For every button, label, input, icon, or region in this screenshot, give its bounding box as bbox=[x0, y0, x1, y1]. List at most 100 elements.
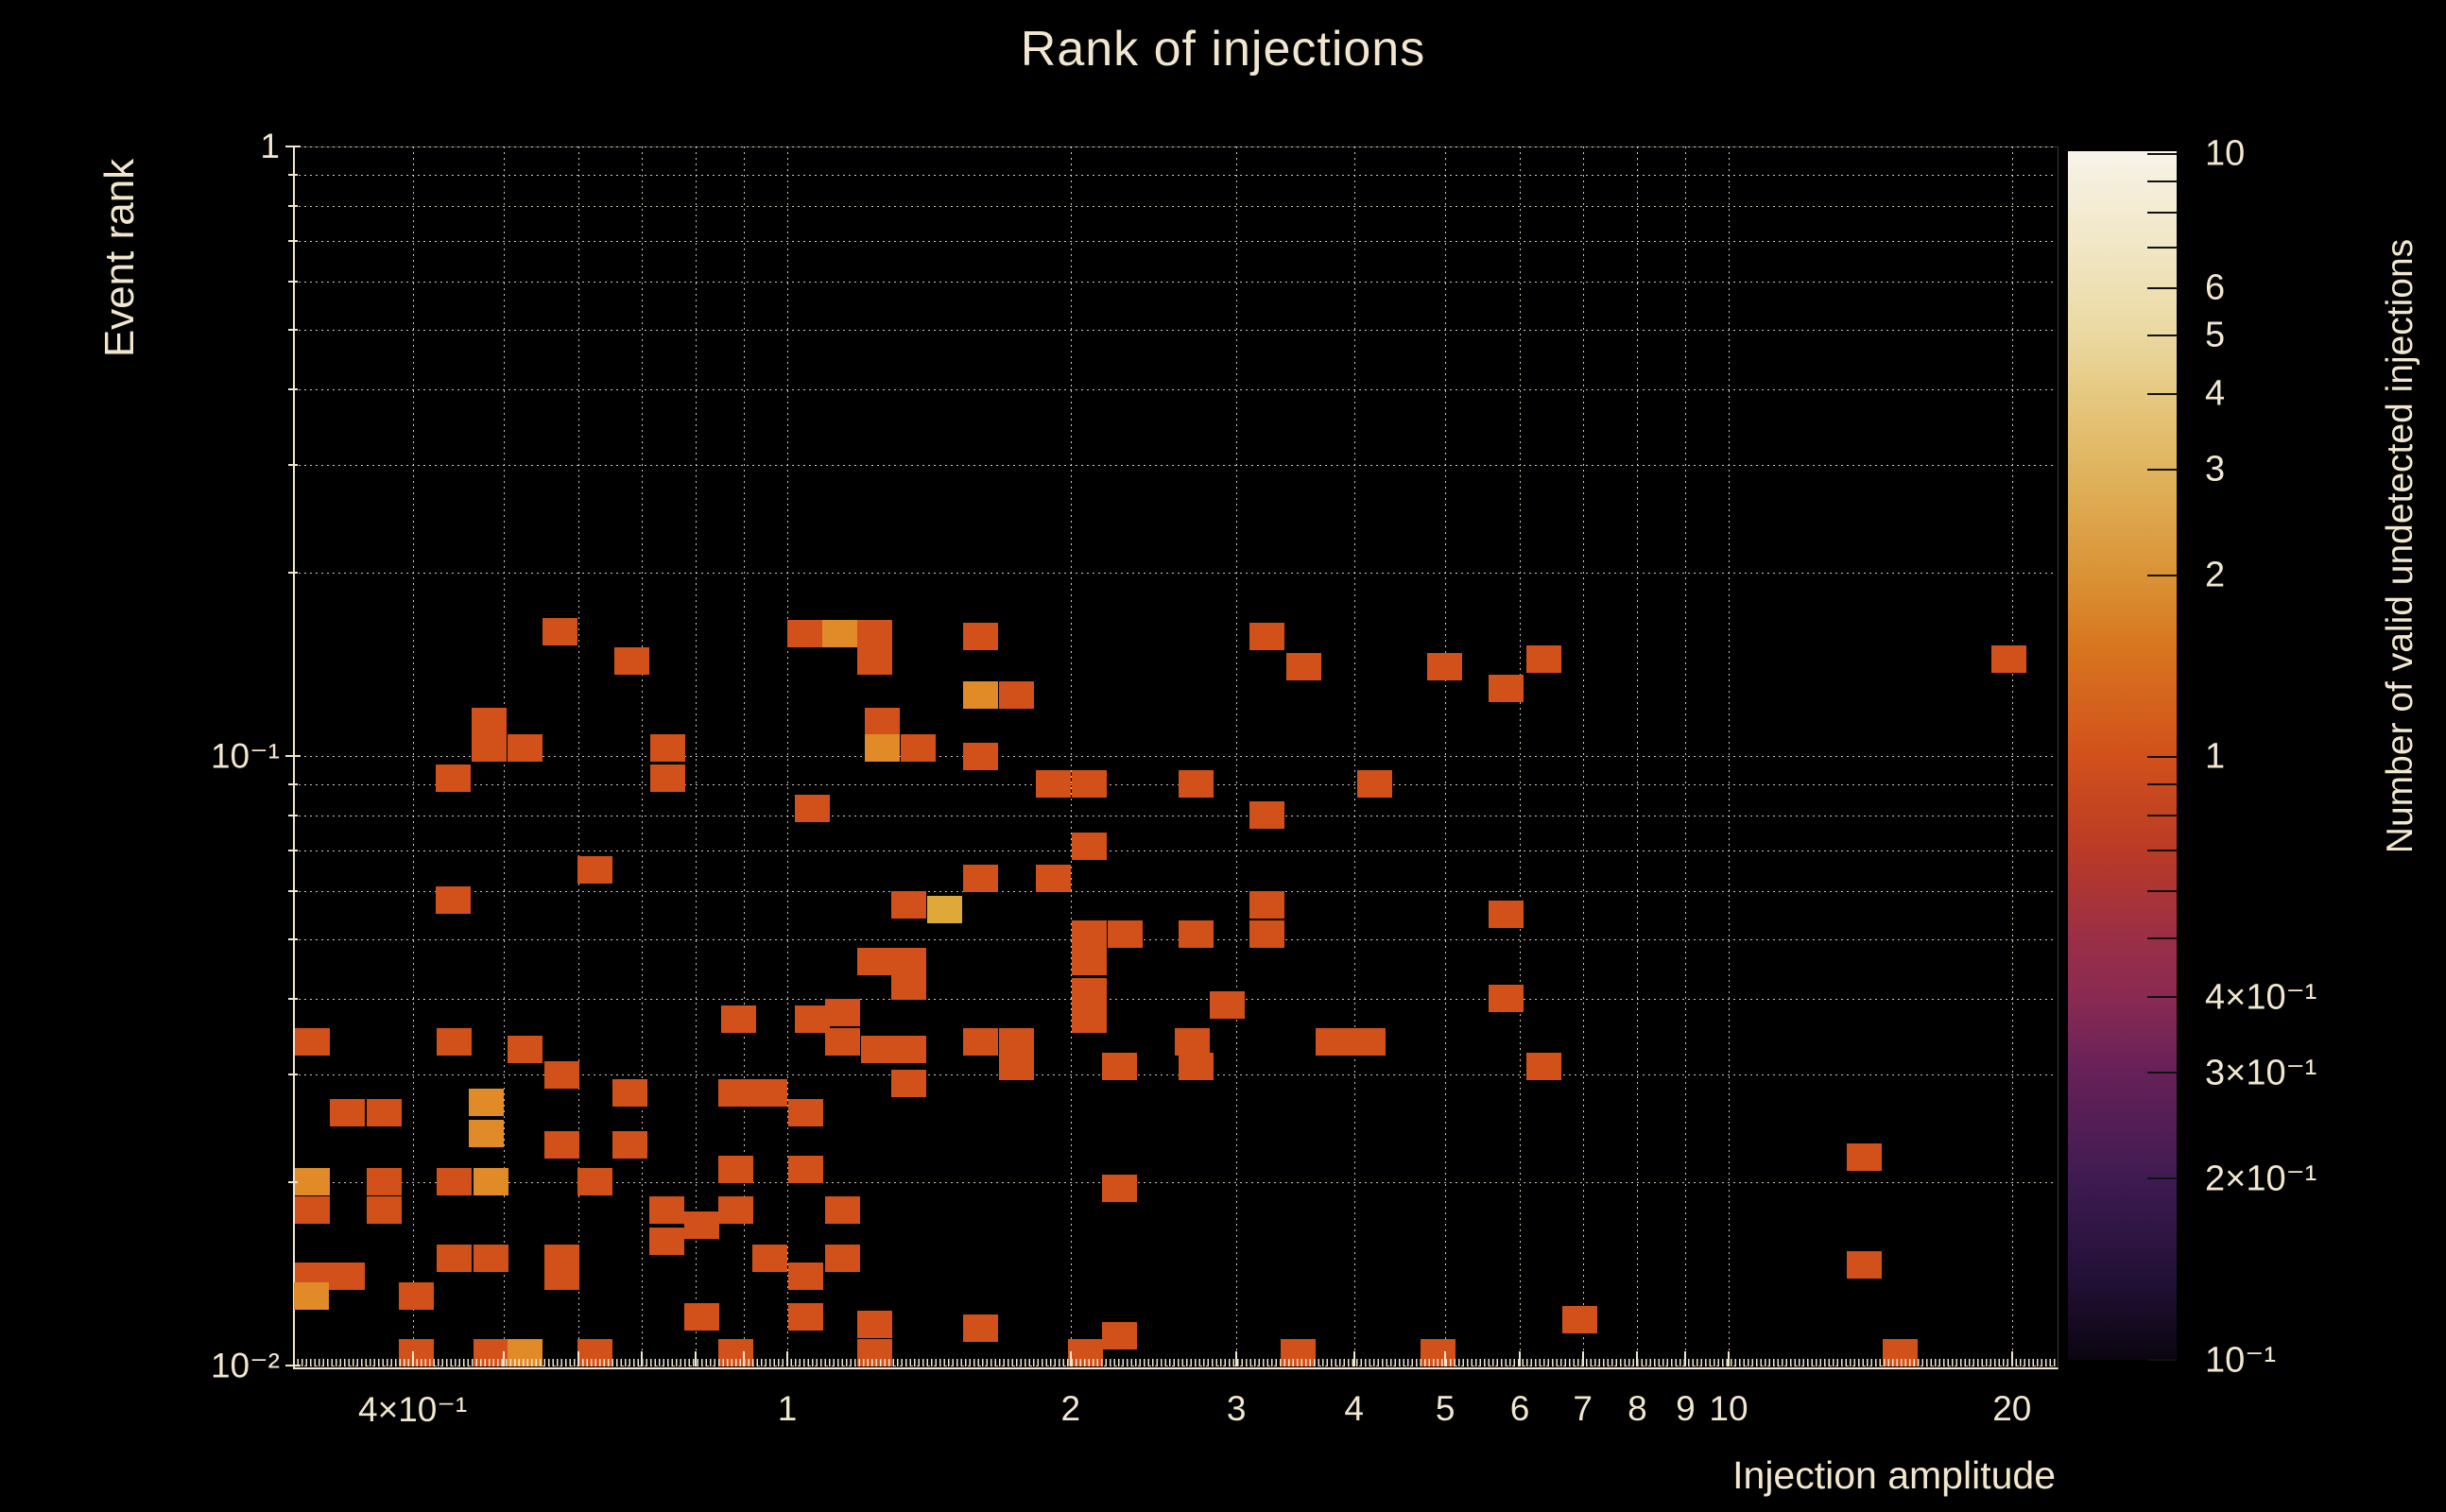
heatmap-cell bbox=[543, 1131, 579, 1160]
y-gridline bbox=[293, 330, 2056, 332]
y-tick-mark bbox=[288, 849, 298, 851]
heatmap-cell bbox=[787, 1303, 823, 1332]
colorbar-tick-label: 10⁻¹ bbox=[2205, 1340, 2276, 1381]
y-tick-mark bbox=[288, 997, 298, 1000]
heatmap-cell bbox=[720, 1005, 756, 1033]
heatmap-cell bbox=[295, 1195, 331, 1224]
heatmap-cell bbox=[1071, 1005, 1107, 1033]
heatmap-cell bbox=[1990, 645, 2026, 674]
x-tick-label: 4×10⁻¹ bbox=[358, 1390, 468, 1429]
heatmap-cell bbox=[649, 734, 685, 763]
heatmap-cell bbox=[1426, 653, 1462, 681]
y-gridline bbox=[293, 572, 2056, 574]
heatmap-cell bbox=[861, 1036, 897, 1064]
heatmap-cell bbox=[825, 998, 861, 1026]
y-gridline bbox=[293, 205, 2056, 207]
heatmap-cell bbox=[865, 734, 901, 763]
heatmap-cell bbox=[507, 734, 543, 763]
x-axis-title: Injection amplitude bbox=[1732, 1453, 2056, 1497]
colorbar-tick-mark bbox=[2147, 286, 2177, 289]
y-gridline bbox=[293, 388, 2056, 390]
heatmap-cell bbox=[399, 1282, 435, 1310]
heatmap-cell bbox=[825, 1027, 861, 1056]
heatmap-cell bbox=[787, 1098, 823, 1126]
heatmap-cell bbox=[366, 1168, 402, 1196]
heatmap-cell bbox=[825, 1244, 861, 1272]
y-gridline bbox=[293, 939, 2056, 941]
colorbar-tick-label: 4×10⁻¹ bbox=[2205, 977, 2317, 1018]
heatmap-cell bbox=[543, 1263, 579, 1291]
heatmap-cell bbox=[962, 680, 998, 709]
heatmap-cell bbox=[436, 886, 472, 915]
heatmap-cell bbox=[648, 1195, 684, 1224]
heatmap-cell bbox=[469, 1120, 505, 1148]
colorbar-tick-mark bbox=[2147, 814, 2177, 816]
y-tick-mark bbox=[288, 329, 298, 332]
heatmap-cell bbox=[577, 1168, 613, 1196]
colorbar-tick-mark bbox=[2147, 849, 2177, 851]
heatmap-cell bbox=[684, 1211, 720, 1239]
y-gridline bbox=[293, 146, 2056, 147]
heatmap-cell bbox=[787, 1155, 823, 1183]
heatmap-cell bbox=[856, 619, 892, 647]
heatmap-cell bbox=[1350, 1027, 1386, 1056]
heatmap-cell bbox=[752, 1244, 788, 1272]
heatmap-cell bbox=[577, 856, 612, 885]
heatmap-cell bbox=[900, 734, 936, 763]
y-gridline bbox=[293, 282, 2056, 284]
colorbar-tick-label: 6 bbox=[2205, 267, 2226, 308]
heatmap-cell bbox=[295, 1027, 331, 1056]
heatmap-cell bbox=[1489, 985, 1524, 1013]
heatmap-cell bbox=[856, 948, 892, 976]
heatmap-cell bbox=[473, 1168, 508, 1196]
heatmap-cell bbox=[1846, 1143, 1882, 1171]
y-tick-label: 1 bbox=[260, 127, 280, 165]
heatmap-cell bbox=[962, 742, 998, 770]
heatmap-cell bbox=[1071, 920, 1107, 949]
x-tick-label: 5 bbox=[1435, 1389, 1456, 1428]
heatmap-cell bbox=[366, 1098, 402, 1126]
heatmap-cell bbox=[891, 1070, 927, 1098]
colorbar-tick-mark bbox=[2147, 153, 2177, 155]
y-tick-mark bbox=[288, 173, 298, 176]
heatmap-cell bbox=[865, 707, 901, 735]
colorbar-tick-label: 10 bbox=[2205, 133, 2246, 174]
heatmap-cell bbox=[998, 680, 1034, 709]
heatmap-cell bbox=[891, 890, 927, 919]
heatmap-cell bbox=[856, 647, 892, 676]
y-tick-mark bbox=[288, 782, 298, 785]
heatmap-cell bbox=[1178, 1052, 1214, 1080]
y-tick-mark bbox=[288, 239, 298, 242]
heatmap-cell bbox=[330, 1263, 366, 1291]
heatmap-cell bbox=[794, 1005, 830, 1033]
y-tick-mark bbox=[285, 755, 301, 757]
colorbar-tick-mark bbox=[2147, 1071, 2177, 1074]
heatmap-cell bbox=[926, 895, 962, 923]
heatmap-cell bbox=[891, 948, 927, 976]
y-tick-mark bbox=[288, 571, 298, 574]
heatmap-cell bbox=[717, 1155, 753, 1183]
heatmap-cell bbox=[508, 1036, 543, 1064]
heatmap-cell bbox=[1315, 1027, 1351, 1056]
colorbar-tick-label: 3 bbox=[2205, 449, 2226, 490]
y-gridline bbox=[293, 850, 2056, 851]
colorbar-tick-label: 2 bbox=[2205, 555, 2226, 595]
heatmap-cell bbox=[786, 619, 822, 647]
heatmap-cell bbox=[684, 1303, 720, 1332]
heatmap-cell bbox=[891, 1036, 927, 1064]
y-gridline bbox=[293, 998, 2056, 1000]
colorbar-title: Number of valid undetected injections bbox=[2380, 238, 2420, 854]
heatmap-cell bbox=[648, 1227, 684, 1255]
heatmap-cell bbox=[1035, 770, 1071, 798]
heatmap-cell bbox=[962, 623, 998, 651]
heatmap-cell bbox=[825, 1195, 861, 1224]
heatmap-cell bbox=[794, 795, 830, 823]
y-tick-mark bbox=[285, 146, 301, 147]
heatmap-cell bbox=[1356, 770, 1392, 798]
y-tick-mark bbox=[288, 1074, 298, 1076]
heatmap-cell bbox=[469, 1089, 505, 1117]
colorbar-tick-mark bbox=[2147, 1359, 2177, 1361]
heatmap-cell bbox=[962, 1314, 998, 1343]
colorbar-tick-mark bbox=[2147, 468, 2177, 471]
